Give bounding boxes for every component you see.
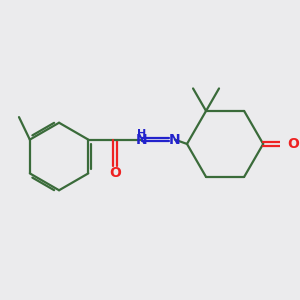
Text: O: O	[287, 137, 299, 151]
Text: O: O	[109, 167, 121, 180]
Text: H: H	[137, 129, 147, 139]
Text: N: N	[169, 133, 181, 147]
Text: N: N	[136, 134, 148, 148]
